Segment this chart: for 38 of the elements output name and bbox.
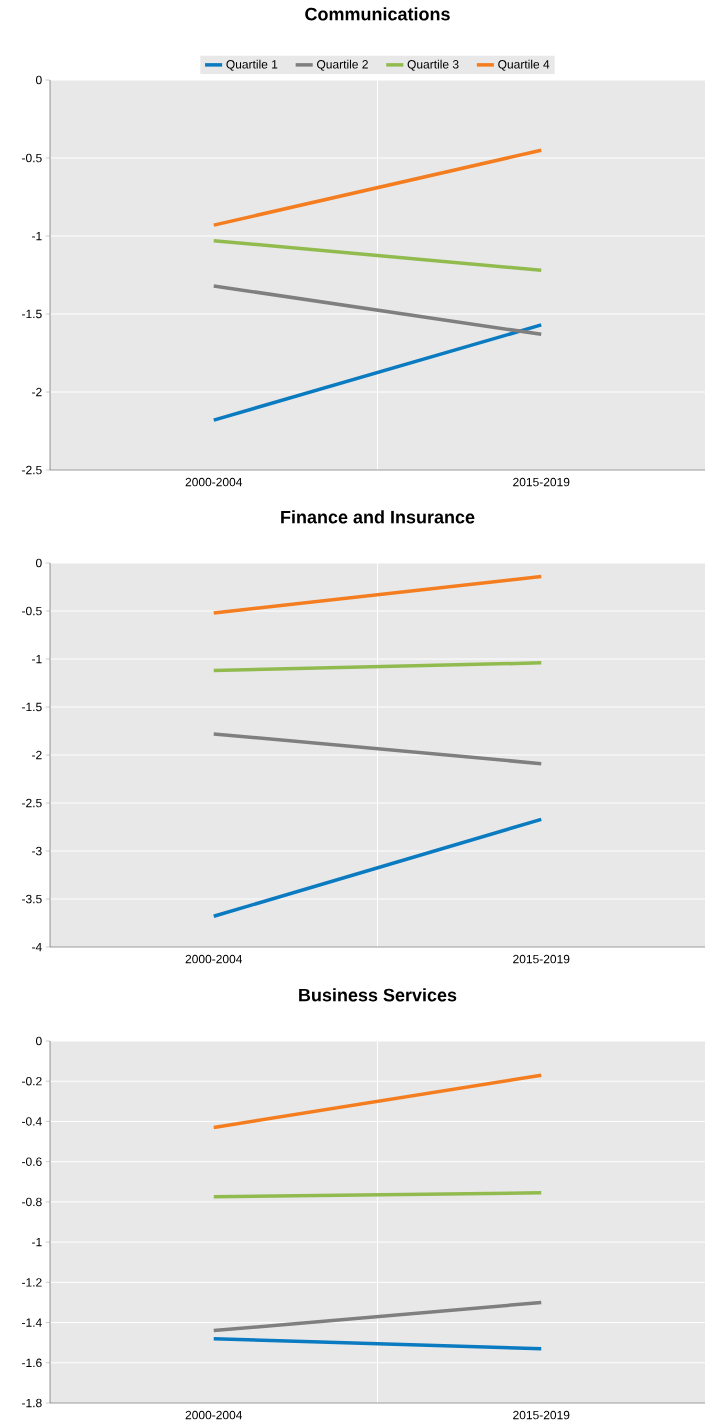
y-tick-label: -0.5 — [22, 153, 42, 163]
x-tick-label: 2000-2004 — [185, 954, 243, 964]
y-tick-label: -0.8 — [22, 1197, 42, 1207]
y-tick-label: -1.4 — [22, 1318, 42, 1327]
y-tick-label: 0 — [35, 558, 42, 568]
y-tick-label: -1 — [32, 1238, 42, 1247]
y-tick-label: 0 — [35, 75, 42, 85]
legend-label: Quartile 4 — [498, 59, 550, 71]
y-tick-label: -3.5 — [22, 894, 42, 904]
chart-title: Finance and Insurance — [281, 510, 475, 524]
y-tick-label: -0.6 — [22, 1157, 42, 1166]
chart-title: Business Services — [299, 988, 457, 1002]
x-tick-label: 2015-2019 — [513, 477, 570, 487]
y-tick-label: -1 — [32, 654, 42, 664]
legend-label: Quartile 2 — [317, 59, 368, 71]
y-tick-label: -0.4 — [22, 1117, 42, 1126]
legend-label: Quartile 1 — [226, 59, 278, 71]
y-tick-label: -3 — [32, 846, 42, 856]
y-tick-label: -2.5 — [22, 798, 42, 808]
y-tick-label: -0.5 — [22, 606, 42, 616]
y-tick-label: -1.2 — [22, 1278, 42, 1287]
x-tick-label: 2000-2004 — [185, 477, 243, 487]
y-tick-label: -1 — [32, 231, 42, 241]
y-tick-label: 0 — [35, 1036, 42, 1046]
y-tick-label: -2 — [32, 750, 42, 760]
y-tick-label: -2 — [32, 387, 42, 397]
x-tick-label: 2000-2004 — [185, 1410, 243, 1420]
legend-label: Quartile 3 — [407, 59, 459, 71]
x-tick-label: 2015-2019 — [513, 1410, 570, 1420]
x-tick-label: 2015-2019 — [513, 954, 570, 964]
y-tick-label: -1.5 — [22, 309, 42, 319]
chart-title: Communications — [305, 7, 450, 21]
y-tick-label: -1.5 — [22, 702, 42, 712]
y-tick-label: -2.5 — [22, 465, 42, 475]
y-tick-label: -4 — [32, 942, 42, 952]
y-tick-label: -1.6 — [22, 1358, 42, 1368]
y-tick-label: -1.8 — [22, 1398, 42, 1408]
y-tick-label: -0.2 — [22, 1076, 42, 1086]
